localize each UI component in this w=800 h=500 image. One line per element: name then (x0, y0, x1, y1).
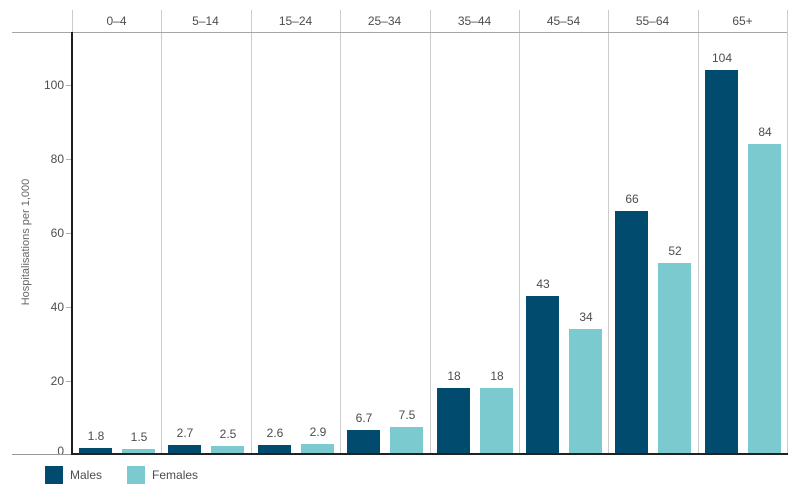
age-group-label: 45–54 (546, 14, 581, 28)
legend: Males Females (45, 466, 198, 484)
bar-value-label: 34 (579, 310, 593, 324)
age-group-label: 65+ (732, 14, 753, 28)
bar-males (437, 388, 470, 455)
legend-item-females: Females (127, 466, 198, 484)
y-axis-tick (66, 381, 71, 382)
column-gridline (72, 10, 73, 32)
column-gridline (519, 10, 520, 455)
legend-label-males: Males (70, 468, 103, 482)
column-gridline (251, 10, 252, 455)
age-group-label: 25–34 (367, 14, 402, 28)
bar-females (658, 263, 691, 455)
age-group-label: 0–4 (106, 14, 127, 28)
y-axis-tick (66, 159, 71, 160)
y-axis-tick-label: 40 (50, 300, 64, 314)
y-axis-tick-label: 60 (50, 226, 64, 240)
bar-females (480, 388, 513, 455)
bar-males (258, 445, 291, 455)
bar-value-label: 2.5 (219, 427, 237, 441)
bar-value-label: 1.5 (130, 430, 148, 444)
females-swatch-icon (127, 466, 146, 484)
age-group-label: 15–24 (278, 14, 313, 28)
bar-females (390, 427, 423, 455)
bar-males (615, 211, 648, 455)
bar-value-label: 104 (711, 51, 733, 65)
bar-value-label: 1.8 (87, 429, 105, 443)
y-axis-title: Hospitalisations per 1,000 (20, 178, 32, 306)
y-axis-tick (66, 85, 71, 86)
y-axis-tick (66, 307, 71, 308)
y-axis-tick-label: 80 (50, 152, 64, 166)
x-axis-left-segment (12, 454, 72, 455)
bar-value-label: 43 (536, 277, 550, 291)
column-gridline (430, 10, 431, 455)
y-axis-tick-label: 100 (43, 78, 64, 92)
bar-value-label: 6.7 (355, 411, 373, 425)
bar-males (526, 296, 559, 455)
bar-value-label: 18 (490, 369, 504, 383)
bar-females (211, 446, 244, 455)
column-gridline (608, 10, 609, 455)
bar-value-label: 2.7 (176, 426, 194, 440)
column-gridline (787, 10, 788, 455)
bar-males (79, 448, 112, 455)
x-axis-line (71, 453, 788, 455)
plot-top-border (12, 32, 787, 33)
bar-males (705, 70, 738, 455)
bar-value-label: 7.5 (398, 408, 416, 422)
y-axis-tick (66, 233, 71, 234)
bar-value-label: 18 (447, 369, 461, 383)
males-swatch-icon (45, 466, 63, 484)
column-gridline (161, 10, 162, 455)
y-axis-tick-label: 0 (57, 444, 64, 458)
bar-females (748, 144, 781, 455)
age-group-label: 55–64 (635, 14, 670, 28)
legend-label-females: Females (152, 468, 199, 482)
bar-males (168, 445, 201, 455)
bar-value-label: 84 (758, 125, 772, 139)
age-group-label: 35–44 (457, 14, 492, 28)
bar-males (347, 430, 380, 455)
legend-item-males: Males (45, 466, 102, 484)
column-gridline (340, 10, 341, 455)
bar-value-label: 2.6 (266, 426, 284, 440)
bar-value-label: 2.9 (309, 425, 327, 439)
bar-females (569, 329, 602, 455)
age-group-label: 5–14 (192, 14, 219, 28)
bar-value-label: 66 (625, 192, 639, 206)
column-gridline (698, 10, 699, 455)
bar-females (301, 444, 334, 455)
bar-value-label: 52 (668, 244, 682, 258)
y-axis-tick-label: 20 (50, 374, 64, 388)
y-axis-line (71, 32, 73, 455)
bar-females (122, 449, 155, 455)
